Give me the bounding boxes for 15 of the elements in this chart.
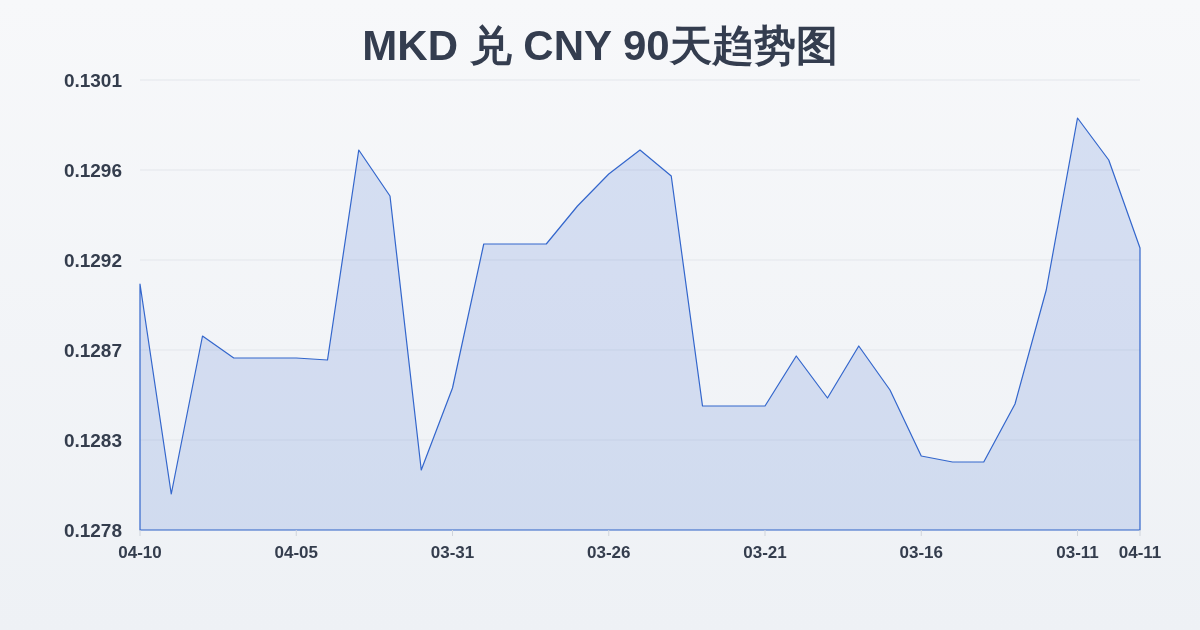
- x-tick-label: 04-11: [1118, 543, 1162, 562]
- x-tick-label: 03-16: [899, 543, 943, 562]
- y-tick-label: 0.1278: [63, 520, 122, 541]
- x-tick-label: 03-31: [430, 543, 475, 562]
- x-tick-label: 03-21: [743, 543, 787, 562]
- chart-title: MKD 兑 CNY 90天趋势图: [362, 22, 838, 69]
- y-tick-label: 0.1287: [63, 340, 122, 361]
- y-tick-label: 0.1296: [63, 160, 122, 181]
- y-tick-label: 0.1292: [63, 250, 122, 271]
- x-tick-label: 03-11: [1056, 543, 1099, 562]
- x-tick-label: 04-05: [274, 543, 318, 562]
- y-tick-label: 0.1301: [63, 70, 123, 91]
- x-tick-label: 03-26: [587, 543, 631, 562]
- y-tick-label: 0.1283: [63, 430, 122, 451]
- x-tick-label: 04-10: [118, 543, 162, 562]
